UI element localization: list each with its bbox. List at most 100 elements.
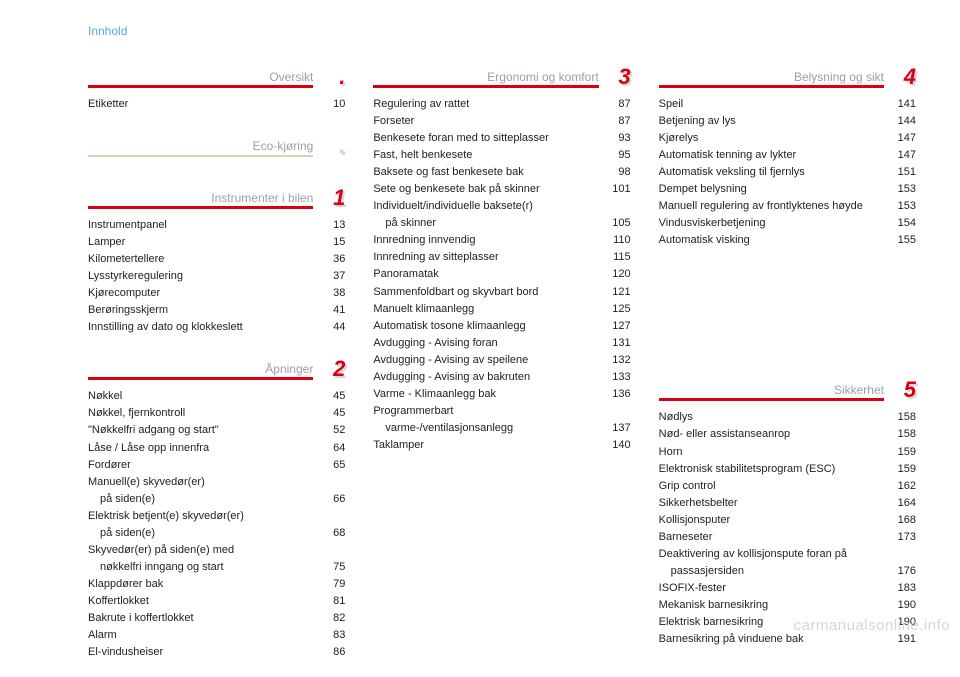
toc-entry: Nøkkel45 xyxy=(88,388,345,405)
entry-page: 79 xyxy=(315,576,345,593)
entry-label: Regulering av rattet xyxy=(373,96,600,113)
toc-entry: Avdugging - Avising av speilene132 xyxy=(373,352,630,369)
entry-page: 120 xyxy=(601,266,631,283)
toc-entry: Lamper15 xyxy=(88,234,345,251)
entry-label: Avdugging - Avising av bakruten xyxy=(373,369,600,386)
toc-entry: "Nøkkelfri adgang og start"52 xyxy=(88,422,345,439)
entry-page: 176 xyxy=(886,563,916,580)
entry-label: Speil xyxy=(659,96,886,113)
toc-entry: Panoramatak120 xyxy=(373,266,630,283)
section-title: Sikkerhet xyxy=(834,383,884,397)
entry-page xyxy=(601,198,631,215)
entry-label: Lamper xyxy=(88,234,315,251)
toc-entry: Vindusviskerbetjening154 xyxy=(659,215,916,232)
section-header: Instrumenter i bilen11 xyxy=(88,181,345,209)
entries: Nødlys158Nød- eller assistanseanrop158Ho… xyxy=(659,409,916,648)
entry-label: på skinner xyxy=(373,215,600,232)
toc-entry: Bakrute i koffertlokket82 xyxy=(88,610,345,627)
entry-page xyxy=(601,403,631,420)
section-title: Oversikt xyxy=(269,70,313,84)
entry-page: 147 xyxy=(886,147,916,164)
toc-entry: Fast, helt benkesete95 xyxy=(373,147,630,164)
entry-label: Manuell(e) skyvedør(er) xyxy=(88,474,315,491)
toc-entry: ISOFIX-fester183 xyxy=(659,580,916,597)
toc-entry: Klappdører bak79 xyxy=(88,576,345,593)
entry-label: Deaktivering av kollisjonspute foran på xyxy=(659,546,886,563)
section-header: Belysning og sikt44 xyxy=(659,60,916,88)
toc-entry: Avdugging - Avising av bakruten133 xyxy=(373,369,630,386)
entry-label: nøkkelfri inngang og start xyxy=(88,559,315,576)
entry-label: Vindusviskerbetjening xyxy=(659,215,886,232)
entry-page: 158 xyxy=(886,426,916,443)
entry-page: 15 xyxy=(315,234,345,251)
entry-page: 98 xyxy=(601,164,631,181)
entry-page: 65 xyxy=(315,457,345,474)
toc-entry: Speil141 xyxy=(659,96,916,113)
toc-entry: på skinner105 xyxy=(373,215,630,232)
entry-page: 105 xyxy=(601,215,631,232)
entry-label: på siden(e) xyxy=(88,491,315,508)
entry-page: 64 xyxy=(315,440,345,457)
toc-entry: varme-/ventilasjonsanlegg137 xyxy=(373,420,630,437)
entry-label: Alarm xyxy=(88,627,315,644)
entry-label: Koffertlokket xyxy=(88,593,315,610)
entry-label: Individuelt/individuelle baksete(r) xyxy=(373,198,600,215)
entry-label: Mekanisk barnesikring xyxy=(659,597,886,614)
entry-page: 132 xyxy=(601,352,631,369)
section-header: Eco-kjøring.. xyxy=(88,129,345,157)
columns: Oversikt..Etiketter10Eco-kjøring..Instru… xyxy=(88,60,916,677)
toc-entry: Sikkerhetsbelter164 xyxy=(659,495,916,512)
entry-label: Klappdører bak xyxy=(88,576,315,593)
entry-label: Skyvedør(er) på siden(e) med xyxy=(88,542,315,559)
toc-entry: Elektrisk betjent(e) skyvedør(er) xyxy=(88,508,345,525)
entry-page: 159 xyxy=(886,461,916,478)
toc-entry: El-vindusheiser86 xyxy=(88,644,345,661)
entry-label: Grip control xyxy=(659,478,886,495)
entry-page: 173 xyxy=(886,529,916,546)
entry-label: Manuell regulering av frontlyktenes høyd… xyxy=(659,198,886,215)
section-rule xyxy=(659,398,884,401)
toc-entry: Manuell regulering av frontlyktenes høyd… xyxy=(659,198,916,215)
toc-entry: Automatisk tenning av lykter147 xyxy=(659,147,916,164)
toc-entry: Mekanisk barnesikring190 xyxy=(659,597,916,614)
entry-page: 52 xyxy=(315,422,345,439)
entry-label: Fordører xyxy=(88,457,315,474)
toc-section: Belysning og sikt44Speil141Betjening av … xyxy=(659,60,916,249)
toc-entry: Kilometertellere36 xyxy=(88,251,345,268)
toc-entry: Horn159 xyxy=(659,444,916,461)
entry-page: 82 xyxy=(315,610,345,627)
toc-entry: Koffertlokket81 xyxy=(88,593,345,610)
entry-page: 153 xyxy=(886,181,916,198)
entry-label: Sete og benkesete bak på skinner xyxy=(373,181,600,198)
entries: Nøkkel45Nøkkel, fjernkontroll45"Nøkkelfr… xyxy=(88,388,345,661)
entry-page: 137 xyxy=(601,420,631,437)
entry-label: Kilometertellere xyxy=(88,251,315,268)
entry-page: 45 xyxy=(315,388,345,405)
entry-label: Etiketter xyxy=(88,96,315,113)
entry-label: Barneseter xyxy=(659,529,886,546)
section-number: 5 xyxy=(904,377,916,403)
toc-page: Innhold Oversikt..Etiketter10Eco-kjøring… xyxy=(0,0,960,640)
toc-entry: Forseter87 xyxy=(373,113,630,130)
section-rule xyxy=(373,85,598,88)
entry-label: på siden(e) xyxy=(88,525,315,542)
entry-label: Baksete og fast benkesete bak xyxy=(373,164,600,181)
entry-label: El-vindusheiser xyxy=(88,644,315,661)
entry-page: 68 xyxy=(315,525,345,542)
entry-label: Sammenfoldbart og skyvbart bord xyxy=(373,284,600,301)
entry-page: 183 xyxy=(886,580,916,597)
entry-page: 162 xyxy=(886,478,916,495)
page-header: Innhold xyxy=(88,24,127,38)
entry-page xyxy=(315,542,345,559)
entry-page: 151 xyxy=(886,164,916,181)
entry-label: Manuelt klimaanlegg xyxy=(373,301,600,318)
toc-entry: Manuell(e) skyvedør(er) xyxy=(88,474,345,491)
section-title: Belysning og sikt xyxy=(794,70,884,84)
toc-entry: Taklamper140 xyxy=(373,437,630,454)
toc-entry: Kollisjonsputer168 xyxy=(659,512,916,529)
entry-label: Fast, helt benkesete xyxy=(373,147,600,164)
entry-label: "Nøkkelfri adgang og start" xyxy=(88,422,315,439)
column: Belysning og sikt44Speil141Betjening av … xyxy=(659,60,916,677)
entry-page xyxy=(886,546,916,563)
toc-entry: Grip control162 xyxy=(659,478,916,495)
